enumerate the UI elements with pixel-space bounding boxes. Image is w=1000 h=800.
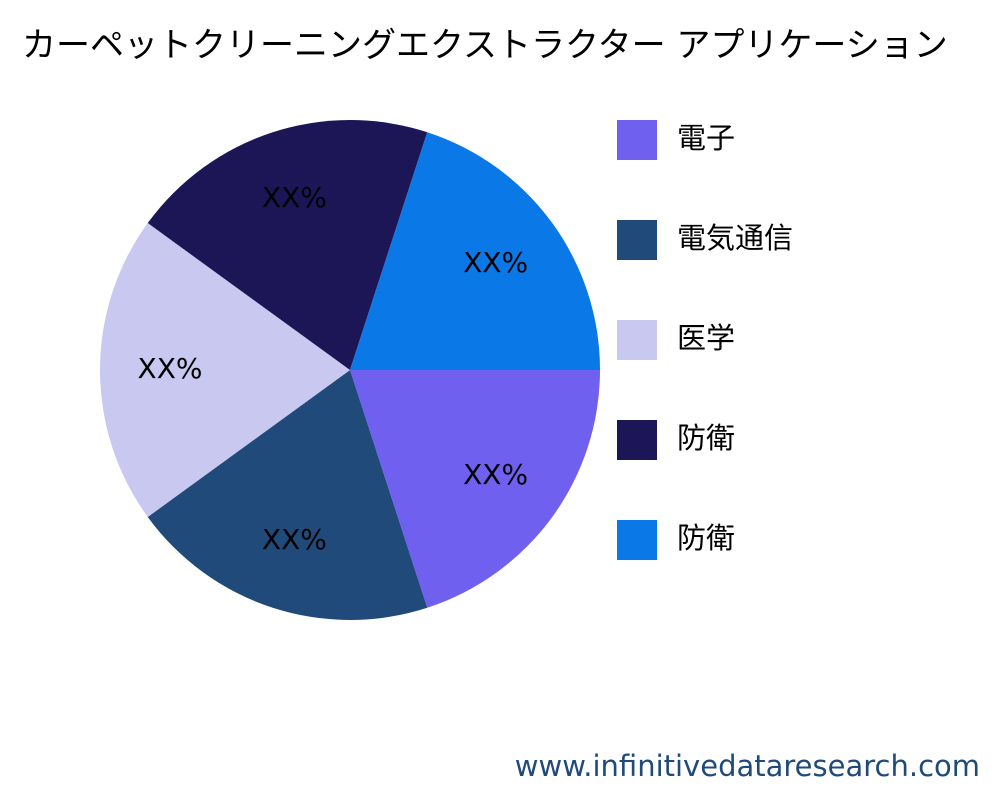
legend-swatch — [617, 320, 657, 360]
data-label: XX% — [262, 523, 327, 556]
pie-slice — [147, 120, 428, 370]
chart-title: カーペットクリーニングエクストラクター アプリケーション — [22, 26, 948, 66]
legend-label: 電子 — [677, 121, 735, 155]
pie-slice — [100, 223, 350, 517]
legend-swatch — [617, 520, 657, 560]
legend-swatch — [617, 220, 657, 260]
watermark: www.infinitivedataresearch.com — [515, 749, 980, 783]
pie-slice — [147, 370, 428, 620]
legend-label: 防衛 — [677, 421, 735, 455]
data-label: XX% — [463, 246, 528, 279]
data-label: XX% — [463, 458, 528, 491]
pie-slice — [350, 370, 600, 608]
legend-label: 電気通信 — [677, 221, 793, 255]
legend-swatch — [617, 120, 657, 160]
legend-swatch — [617, 420, 657, 460]
data-label: XX% — [262, 181, 327, 214]
pie-slice — [350, 132, 600, 370]
data-label: XX% — [138, 352, 203, 385]
legend-label: 防衛 — [677, 521, 735, 555]
legend-label: 医学 — [677, 321, 735, 355]
